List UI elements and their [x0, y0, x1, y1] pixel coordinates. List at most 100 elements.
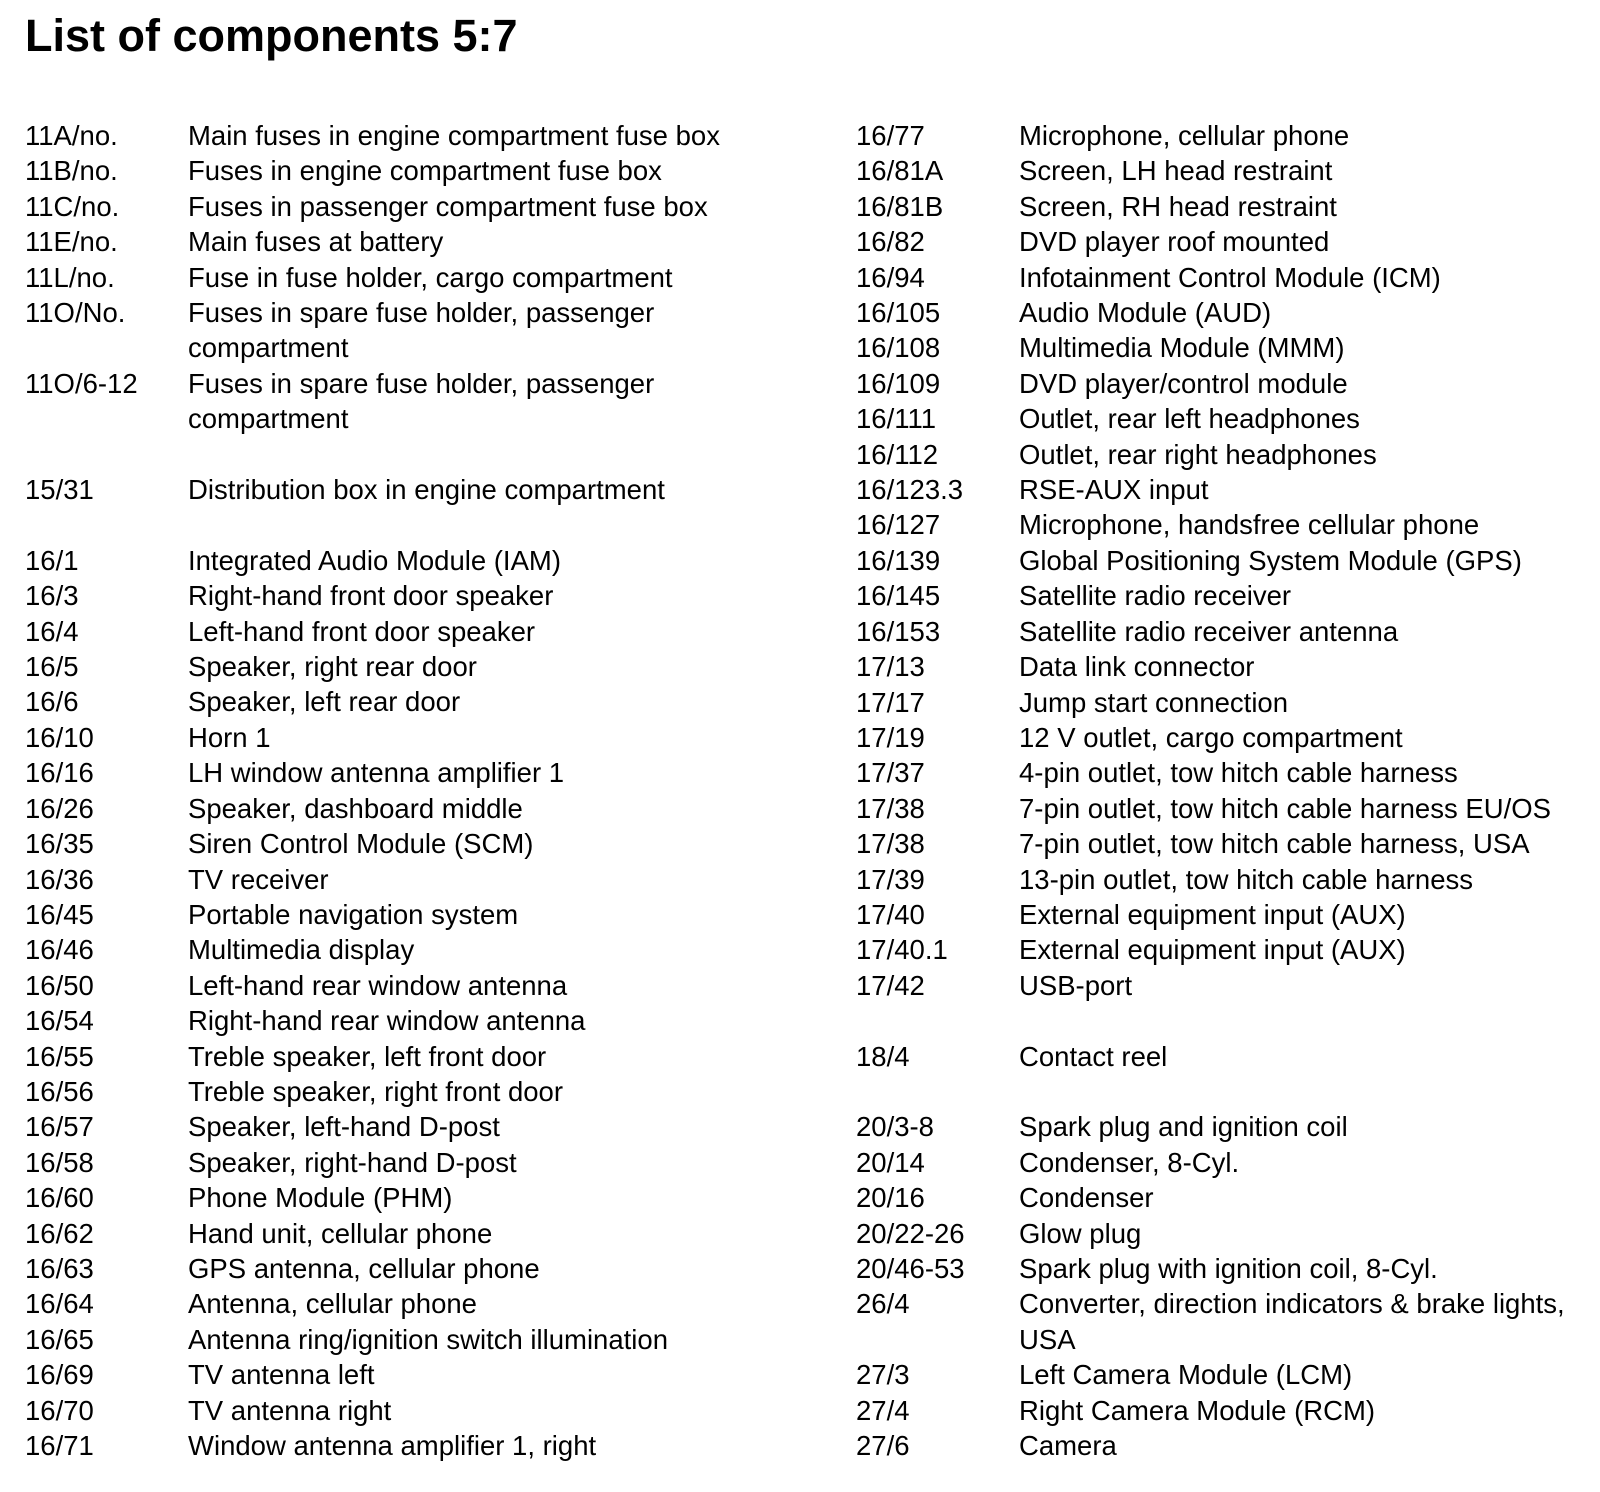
component-description: Horn 1 [188, 721, 271, 753]
component-row: 26/4 Converter, direction indicators & br… [856, 1286, 1596, 1357]
component-code: 18/4 [856, 1040, 910, 1072]
component-description: TV antenna right [188, 1394, 392, 1426]
component-description: Window antenna amplifier 1, right [188, 1430, 597, 1461]
component-row: 16/10 Horn 1 [25, 720, 815, 755]
component-code: 16/109 [856, 367, 941, 399]
component-row: 17/40.1 External equipment input (AUX) [856, 932, 1596, 967]
component-row: 16/108 Multimedia Module (MMM) [856, 330, 1596, 365]
component-description: GPS antenna, cellular phone [188, 1252, 540, 1284]
component-row: 17/38 7-pin outlet, tow hitch cable harne… [856, 791, 1596, 826]
component-code: 20/46-53 [856, 1252, 965, 1284]
component-description: Screen, RH head restraint [1019, 190, 1337, 222]
component-row: 16/153 Satellite radio receiver antenna [856, 614, 1596, 649]
component-row: 16/16 LH window antenna amplifier 1 [25, 755, 815, 790]
component-description: Treble speaker, left front door [188, 1040, 547, 1072]
page-title: List of components 5:7 [25, 10, 518, 61]
component-row: 16/58 Speaker, right-hand D-post [25, 1145, 815, 1180]
component-code: 20/22-26 [856, 1217, 965, 1249]
component-row: 11O/6-12 Fuses in spare fuse holder, pass… [25, 366, 815, 437]
component-code: 16/26 [25, 792, 94, 824]
component-code: 16/82 [856, 226, 925, 258]
component-row: 17/19 12 V outlet, cargo compartment [856, 720, 1596, 755]
component-code: 16/10 [25, 721, 94, 753]
component-row: 20/22-26 Glow plug [856, 1216, 1596, 1251]
component-code: 27/6 [856, 1430, 910, 1461]
component-row: 27/6 Camera [856, 1428, 1596, 1463]
component-row: 16/81B Screen, RH head restraint [856, 189, 1596, 224]
component-row: 20/46-53 Spark plug with ignition coil, 8… [856, 1251, 1596, 1286]
component-code: 11L/no. [25, 261, 115, 293]
component-row: 16/81A Screen, LH head restraint [856, 153, 1596, 188]
component-code: 11C/no. [25, 190, 120, 222]
component-row: 16/62 Hand unit, cellular phone [25, 1216, 815, 1251]
component-description: Spark plug with ignition coil, 8-Cyl. [1019, 1252, 1438, 1284]
component-description: Left-hand rear window antenna [188, 969, 568, 1001]
component-code: 17/17 [856, 686, 925, 718]
component-row: 16/60 Phone Module (PHM) [25, 1180, 815, 1215]
component-row: 17/17 Jump start connection [856, 685, 1596, 720]
component-row: 16/26 Speaker, dashboard middle [25, 791, 815, 826]
component-code: 20/3-8 [856, 1111, 934, 1143]
component-code: 16/46 [25, 934, 94, 966]
components-column-right: 16/77 Microphone, cellular phone 16/81A Scr… [856, 118, 1596, 1463]
component-row: 16/3 Right-hand front door speaker [25, 578, 815, 613]
component-code: 16/77 [856, 120, 925, 151]
component-description: Right Camera Module (RCM) [1019, 1394, 1376, 1426]
component-row: 17/37 4-pin outlet, tow hitch cable harne… [856, 755, 1596, 790]
component-row: 16/63 GPS antenna, cellular phone [25, 1251, 815, 1286]
component-description: Left-hand front door speaker [188, 615, 536, 647]
component-description: Integrated Audio Module (IAM) [188, 544, 561, 576]
component-code: 17/39 [856, 863, 925, 895]
component-row: 16/82 DVD player roof mounted [856, 224, 1596, 259]
component-description: Fuses in passenger compartment fuse box [188, 190, 708, 222]
component-code: 16/55 [25, 1040, 94, 1072]
component-description: Left Camera Module (LCM) [1019, 1359, 1353, 1391]
component-description: USB-port [1019, 969, 1133, 1001]
component-description: Speaker, left-hand D-post [188, 1111, 500, 1143]
component-row: 17/40 External equipment input (AUX) [856, 897, 1596, 932]
component-row: 16/5 Speaker, right rear door [25, 649, 815, 684]
section-gap [25, 437, 815, 472]
component-description: Portable navigation system [188, 898, 519, 930]
component-row: 16/50 Left-hand rear window antenna [25, 968, 815, 1003]
component-row: 11A/no. Main fuses in engine compartment … [25, 118, 815, 153]
component-description: Antenna, cellular phone [188, 1288, 477, 1320]
component-description: Converter, direction indicators & brake … [1019, 1288, 1565, 1355]
component-row: 17/13 Data link connector [856, 649, 1596, 684]
component-code: 16/139 [856, 544, 941, 576]
component-description: Multimedia display [188, 934, 415, 966]
component-row: 16/105 Audio Module (AUD) [856, 295, 1596, 330]
component-row: 16/71 Window antenna amplifier 1, right [25, 1428, 815, 1463]
component-description: Main fuses at battery [188, 226, 444, 258]
component-row: 18/4 Contact reel [856, 1039, 1596, 1074]
component-description: RSE-AUX input [1019, 474, 1209, 506]
component-code: 17/42 [856, 969, 925, 1001]
component-code: 17/19 [856, 721, 925, 753]
component-code: 16/16 [25, 757, 94, 789]
component-code: 27/3 [856, 1359, 910, 1391]
component-code: 16/56 [25, 1075, 94, 1107]
component-description: Glow plug [1019, 1217, 1142, 1249]
component-row: 20/3-8 Spark plug and ignition coil [856, 1109, 1596, 1144]
component-code: 20/14 [856, 1146, 925, 1178]
component-code: 17/40.1 [856, 934, 948, 966]
component-row: 17/38 7-pin outlet, tow hitch cable harne… [856, 826, 1596, 861]
component-description: Satellite radio receiver antenna [1019, 615, 1399, 647]
component-code: 16/57 [25, 1111, 94, 1143]
components-column-left: 11A/no. Main fuses in engine compartment … [25, 118, 815, 1463]
component-row: 16/64 Antenna, cellular phone [25, 1286, 815, 1321]
component-description: Phone Module (PHM) [188, 1182, 453, 1214]
component-description: External equipment input (AUX) [1019, 934, 1406, 966]
component-description: TV antenna left [188, 1359, 375, 1391]
section-gap [25, 507, 815, 542]
component-code: 16/3 [25, 580, 79, 612]
component-code: 27/4 [856, 1394, 910, 1426]
component-description: Outlet, rear right headphones [1019, 438, 1377, 470]
component-code: 16/4 [25, 615, 79, 647]
component-description: Infotainment Control Module (ICM) [1019, 261, 1441, 293]
component-description: Camera [1019, 1430, 1117, 1461]
component-code: 16/62 [25, 1217, 94, 1249]
component-description: Speaker, left rear door [188, 686, 461, 718]
component-row: 20/16 Condenser [856, 1180, 1596, 1215]
component-row: 16/57 Speaker, left-hand D-post [25, 1109, 815, 1144]
